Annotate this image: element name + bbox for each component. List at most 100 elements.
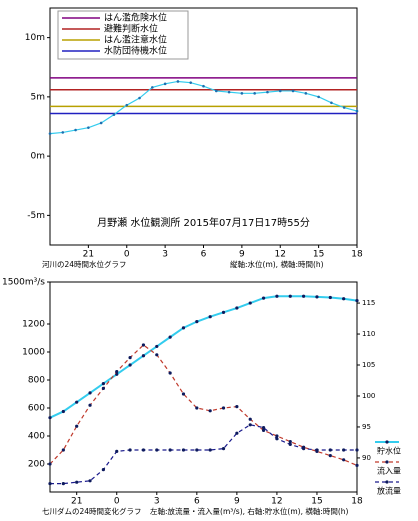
y-tick-label: 200 (28, 460, 45, 470)
y-tick-label: 1000 (22, 348, 45, 358)
data-point (227, 90, 231, 94)
data-point (168, 371, 172, 375)
legend-dot (385, 460, 389, 464)
legend-dot (385, 440, 389, 444)
data-point (248, 301, 252, 305)
data-point (48, 132, 52, 135)
data-point (48, 482, 52, 486)
data-point (342, 106, 346, 109)
data-point (240, 92, 244, 95)
legend-label: 貯水位 (377, 446, 401, 456)
data-point (235, 431, 239, 435)
data-point (355, 463, 359, 467)
data-point (155, 353, 159, 357)
data-point (61, 409, 65, 414)
data-point (235, 405, 239, 409)
data-point (115, 370, 119, 374)
data-point (112, 113, 116, 116)
data-point (61, 482, 65, 486)
data-point (278, 89, 282, 93)
data-point (125, 103, 129, 107)
data-point (176, 80, 180, 83)
data-point (195, 406, 199, 410)
x-tick-label: 9 (234, 497, 240, 507)
chart-note: 七川ダムの24時間変化グラフ (42, 506, 142, 516)
data-point (75, 480, 79, 484)
x-tick-label: 15 (313, 250, 324, 260)
data-point (181, 392, 186, 396)
legend-label: はん濫危険水位 (104, 12, 167, 24)
data-point (342, 297, 346, 301)
data-point (138, 96, 141, 100)
data-point (208, 409, 212, 413)
data-point (75, 424, 79, 428)
data-point (253, 92, 256, 95)
data-point (151, 86, 154, 89)
chart-note: 左軸:放流量・流入量(m³/s), 右軸:貯水位(m), 横軸:時間(h) (150, 506, 349, 516)
data-point (48, 416, 52, 420)
x-tick-label: 0 (114, 497, 120, 507)
data-point (315, 448, 319, 452)
data-point (75, 400, 79, 404)
x-tick-label: 18 (351, 497, 363, 507)
data-point (141, 448, 146, 452)
data-point (141, 354, 146, 358)
x-tick-label: 6 (194, 497, 200, 507)
data-point (275, 294, 279, 298)
y-tick-label: 1200 (22, 320, 45, 330)
data-point (202, 84, 205, 88)
y2-tick-label: 115 (362, 299, 375, 307)
data-point (221, 447, 226, 451)
data-point (195, 320, 199, 324)
data-point (275, 437, 279, 441)
data-point (61, 131, 65, 134)
y2-tick-label: 90 (362, 454, 371, 462)
x-tick-label: 15 (311, 497, 322, 507)
y2-tick-label: 110 (362, 330, 375, 338)
data-point (87, 126, 90, 129)
legend-dot (385, 480, 389, 484)
data-point (189, 81, 193, 84)
chart-title: 月野瀬 水位観測所 2015年07月17日17時55分 (97, 216, 310, 229)
data-point (101, 468, 105, 472)
legend-label: 避難判断水位 (104, 23, 158, 35)
plot-area (49, 281, 358, 493)
data-point (128, 363, 132, 367)
data-point (221, 310, 226, 314)
x-tick-label: 3 (154, 497, 160, 507)
legend-label: 放流量 (377, 486, 401, 496)
x-tick-label: 9 (239, 250, 245, 260)
data-point (328, 448, 332, 452)
data-point (195, 448, 199, 452)
data-point (291, 89, 295, 93)
data-point (141, 343, 146, 347)
data-point (128, 356, 132, 360)
data-point (88, 391, 92, 395)
y-tick-label: 600 (28, 404, 45, 414)
data-point (342, 458, 346, 462)
data-point (342, 448, 346, 452)
data-point (355, 109, 359, 113)
x-tick-label: 21 (83, 250, 94, 260)
x-tick-label: 6 (201, 250, 207, 260)
data-point (181, 326, 186, 330)
data-point (181, 448, 186, 452)
data-point (315, 295, 319, 299)
y-tick-label: 5m (31, 92, 46, 102)
chart-note: 縦軸:水位(m), 横軸:時間(h) (230, 259, 324, 269)
x-tick-label: 0 (124, 250, 130, 260)
data-point (88, 403, 92, 407)
data-point (208, 448, 212, 452)
data-point (208, 315, 212, 319)
data-point (355, 448, 359, 452)
data-point (248, 423, 252, 427)
data-point (61, 448, 65, 452)
y-tick-label: 1500m³/s (2, 278, 45, 288)
data-point (115, 449, 119, 453)
data-point (261, 426, 266, 430)
x-tick-label: 18 (351, 250, 363, 260)
data-point (221, 406, 226, 410)
x-tick-label: 21 (71, 497, 82, 507)
y-tick-label: 800 (28, 376, 45, 386)
